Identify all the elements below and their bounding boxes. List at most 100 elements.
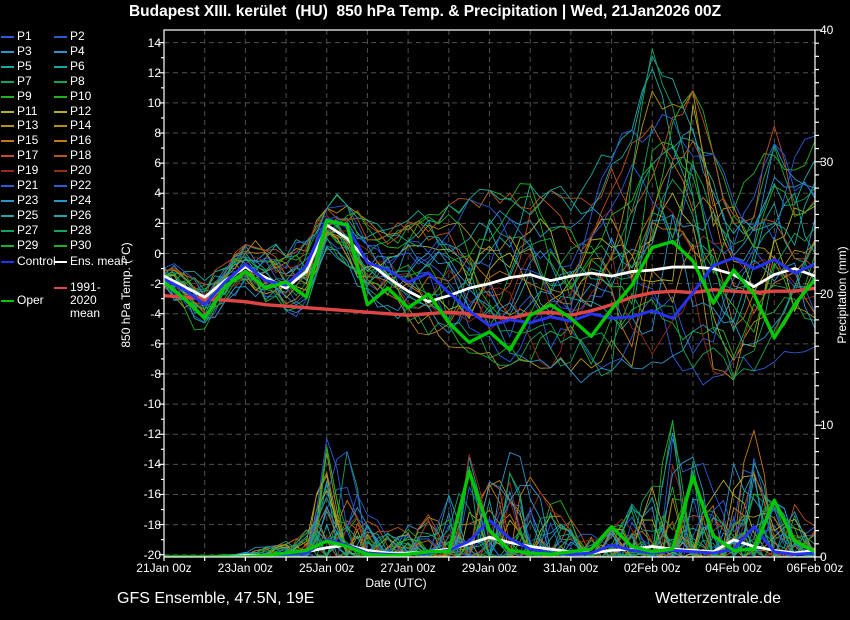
legend-item-p15-label: P15	[17, 133, 39, 148]
legend-item-p22: P22	[54, 179, 91, 192]
legend-item-oper: Oper	[1, 294, 44, 307]
y-left-tick-label: 12	[147, 65, 161, 80]
legend-item-p18-label: P18	[70, 148, 92, 163]
x-tick-label: 21Jan 00z	[136, 561, 192, 575]
member-temp-line-p22	[164, 113, 815, 310]
legend-item-p30-swatch	[54, 244, 67, 247]
legend-item-p4-label: P4	[70, 43, 85, 58]
y-left-tick-label: -4	[150, 306, 161, 321]
y-right-tick-label: 20	[820, 286, 834, 301]
legend-item-p1-label: P1	[17, 29, 32, 43]
legend-item-p27-swatch	[1, 229, 14, 232]
y-left-tick-label: -8	[150, 366, 161, 381]
legend-item-p5-swatch	[1, 65, 14, 68]
legend-item-p6: P6	[54, 59, 85, 73]
y-left-tick-label: 14	[147, 35, 161, 50]
temp-line-oper	[164, 218, 815, 352]
legend-item-p3: P3	[1, 44, 32, 58]
legend-item-p9-swatch	[1, 95, 14, 98]
legend-item-p26-label: P26	[70, 207, 92, 222]
y-left-tick-label: -16	[143, 487, 161, 502]
legend-item-p26-swatch	[54, 214, 67, 217]
y-right-tick-label: 10	[820, 418, 834, 433]
legend-item-p13-swatch	[1, 125, 14, 128]
main-lines	[164, 217, 815, 557]
member-temp-line-p17	[164, 89, 815, 299]
legend-item-p17-swatch	[1, 155, 14, 158]
legend-item-p15: P15	[1, 134, 38, 147]
legend-item-p20: P20	[54, 164, 91, 177]
legend-item-p28-label: P28	[70, 222, 92, 237]
temp-line-control	[164, 217, 815, 328]
legend-item-p9-label: P9	[17, 88, 32, 103]
y-left-tick-label: 8	[154, 126, 161, 141]
legend-item-p9: P9	[1, 88, 32, 103]
precip-line-oper	[164, 469, 815, 557]
legend-item-p29: P29	[1, 237, 39, 252]
y-left-tick-label: -6	[150, 336, 161, 351]
legend-item-p28: P28	[54, 222, 92, 237]
legend-item-oper-swatch	[1, 300, 14, 302]
legend-item-ens-mean-label: Ens. mean	[70, 254, 128, 268]
member-temp-line-p1	[164, 229, 815, 386]
legend-item-p12-label: P12	[70, 103, 92, 118]
footer-model-info: GFS Ensemble, 47.5N, 19E	[117, 590, 315, 607]
y-right-tick-label: 30	[820, 154, 834, 169]
member-temp-line-p19	[164, 228, 815, 376]
legend-item-control-label: Control	[17, 254, 56, 268]
legend-item-p1: P1	[1, 30, 32, 43]
member-temp-line-p21	[164, 143, 815, 300]
legend-item-p21-swatch	[1, 185, 14, 187]
legend-item-p23-swatch	[1, 199, 14, 202]
legend-item-p26: P26	[54, 207, 92, 222]
legend-item-p21-label: P21	[17, 178, 39, 192]
member-temp-line-p15	[164, 221, 815, 348]
legend-item-p10: P10	[54, 89, 91, 103]
legend-item-p17-label: P17	[17, 148, 39, 163]
legend-item-1991-2020-mean-label: 1991-2020 mean	[70, 280, 101, 320]
legend-item-ens-mean-swatch	[54, 261, 67, 263]
x-tick-label: 31Jan 00z	[543, 561, 599, 575]
legend-item-p23: P23	[1, 192, 39, 207]
legend-item-p24-label: P24	[70, 192, 92, 207]
y-left-tick-label: 0	[154, 246, 161, 261]
legend-item-p24-swatch	[54, 199, 67, 202]
y-left-tick-label: -18	[143, 517, 161, 532]
x-tick-label: 23Jan 00z	[217, 561, 274, 575]
legend-item-p2-swatch	[54, 36, 67, 38]
plot-border-and-ticks	[159, 29, 822, 561]
legend-item-p2-label: P2	[70, 29, 85, 43]
legend-item-p19: P19	[1, 164, 38, 177]
legend-item-p28-swatch	[54, 229, 67, 232]
legend-item-oper-label: Oper	[17, 293, 44, 307]
legend-item-p4-swatch	[54, 50, 67, 53]
legend-item-p5: P5	[1, 58, 32, 73]
legend-item-p17: P17	[1, 149, 38, 162]
legend-item-p19-label: P19	[17, 163, 39, 178]
legend-item-p29-label: P29	[17, 237, 39, 252]
legend-item-p6-swatch	[54, 65, 67, 68]
legend-item-p11-label: P11	[17, 103, 38, 118]
legend-item-ens-mean: Ens. mean	[54, 255, 127, 268]
legend-item-p30-label: P30	[70, 237, 92, 252]
legend-item-p19-swatch	[1, 170, 14, 173]
member-precip-line-p25	[164, 493, 815, 557]
legend-item-p25-swatch	[1, 214, 14, 217]
legend-item-p2: P2	[54, 30, 85, 43]
y-left-tick-label: -2	[150, 276, 161, 291]
legend-item-p12-swatch	[54, 110, 67, 113]
y-right-tick-label: 0	[820, 550, 827, 564]
legend-item-p22-swatch	[54, 185, 67, 187]
x-tick-label: 04Feb 00z	[705, 561, 762, 575]
legend-item-p5-label: P5	[17, 58, 32, 73]
member-temp-line-p13	[164, 89, 815, 307]
y-right-tick-label: 40	[820, 23, 834, 37]
y-left-tick-label: 6	[154, 156, 161, 171]
x-axis-title: Date (UTC)	[365, 576, 427, 590]
legend-item-p7: P7	[1, 74, 32, 88]
legend-item-p14: P14	[54, 119, 91, 132]
x-tick-label: 25Jan 00z	[299, 561, 355, 575]
member-temp-line-p3	[164, 176, 815, 335]
legend-item-p23-label: P23	[17, 192, 39, 207]
legend-item-p21: P21	[1, 179, 38, 192]
